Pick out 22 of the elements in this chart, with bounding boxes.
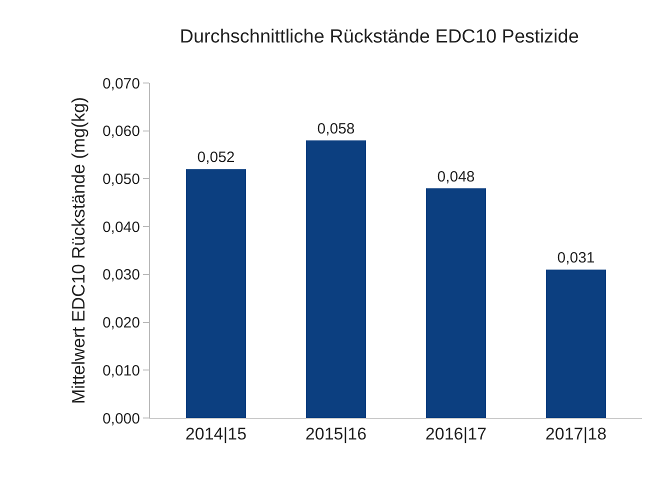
data-label: 0,058 xyxy=(317,120,355,138)
x-tick-label: 2017|18 xyxy=(545,424,607,444)
bar xyxy=(186,169,246,418)
x-tick-label: 2014|15 xyxy=(185,424,247,444)
x-tick-label: 2016|17 xyxy=(425,424,487,444)
bar xyxy=(426,188,486,418)
data-label: 0,048 xyxy=(437,168,475,186)
chart-title: Durchschnittliche Rückstände EDC10 Pestizide xyxy=(180,26,579,48)
y-axis-title: Mittelwert EDC10 Rückstände (mg(kg) xyxy=(68,96,89,404)
x-tick-label: 2015|16 xyxy=(305,424,367,444)
y-tick-label: 0,060 xyxy=(102,123,140,140)
y-tick-label: 0,000 xyxy=(102,410,140,428)
y-tick-label: 0,030 xyxy=(102,266,140,284)
y-tick-label: 0,070 xyxy=(102,75,140,92)
bar xyxy=(546,270,606,418)
bar xyxy=(306,140,366,418)
data-label: 0,052 xyxy=(197,149,235,166)
y-tick-label: 0,040 xyxy=(102,218,140,236)
y-tick-label: 0,050 xyxy=(102,170,140,188)
y-tick-label: 0,020 xyxy=(102,314,140,332)
data-label: 0,031 xyxy=(557,250,595,267)
y-tick-label: 0,010 xyxy=(102,362,140,380)
